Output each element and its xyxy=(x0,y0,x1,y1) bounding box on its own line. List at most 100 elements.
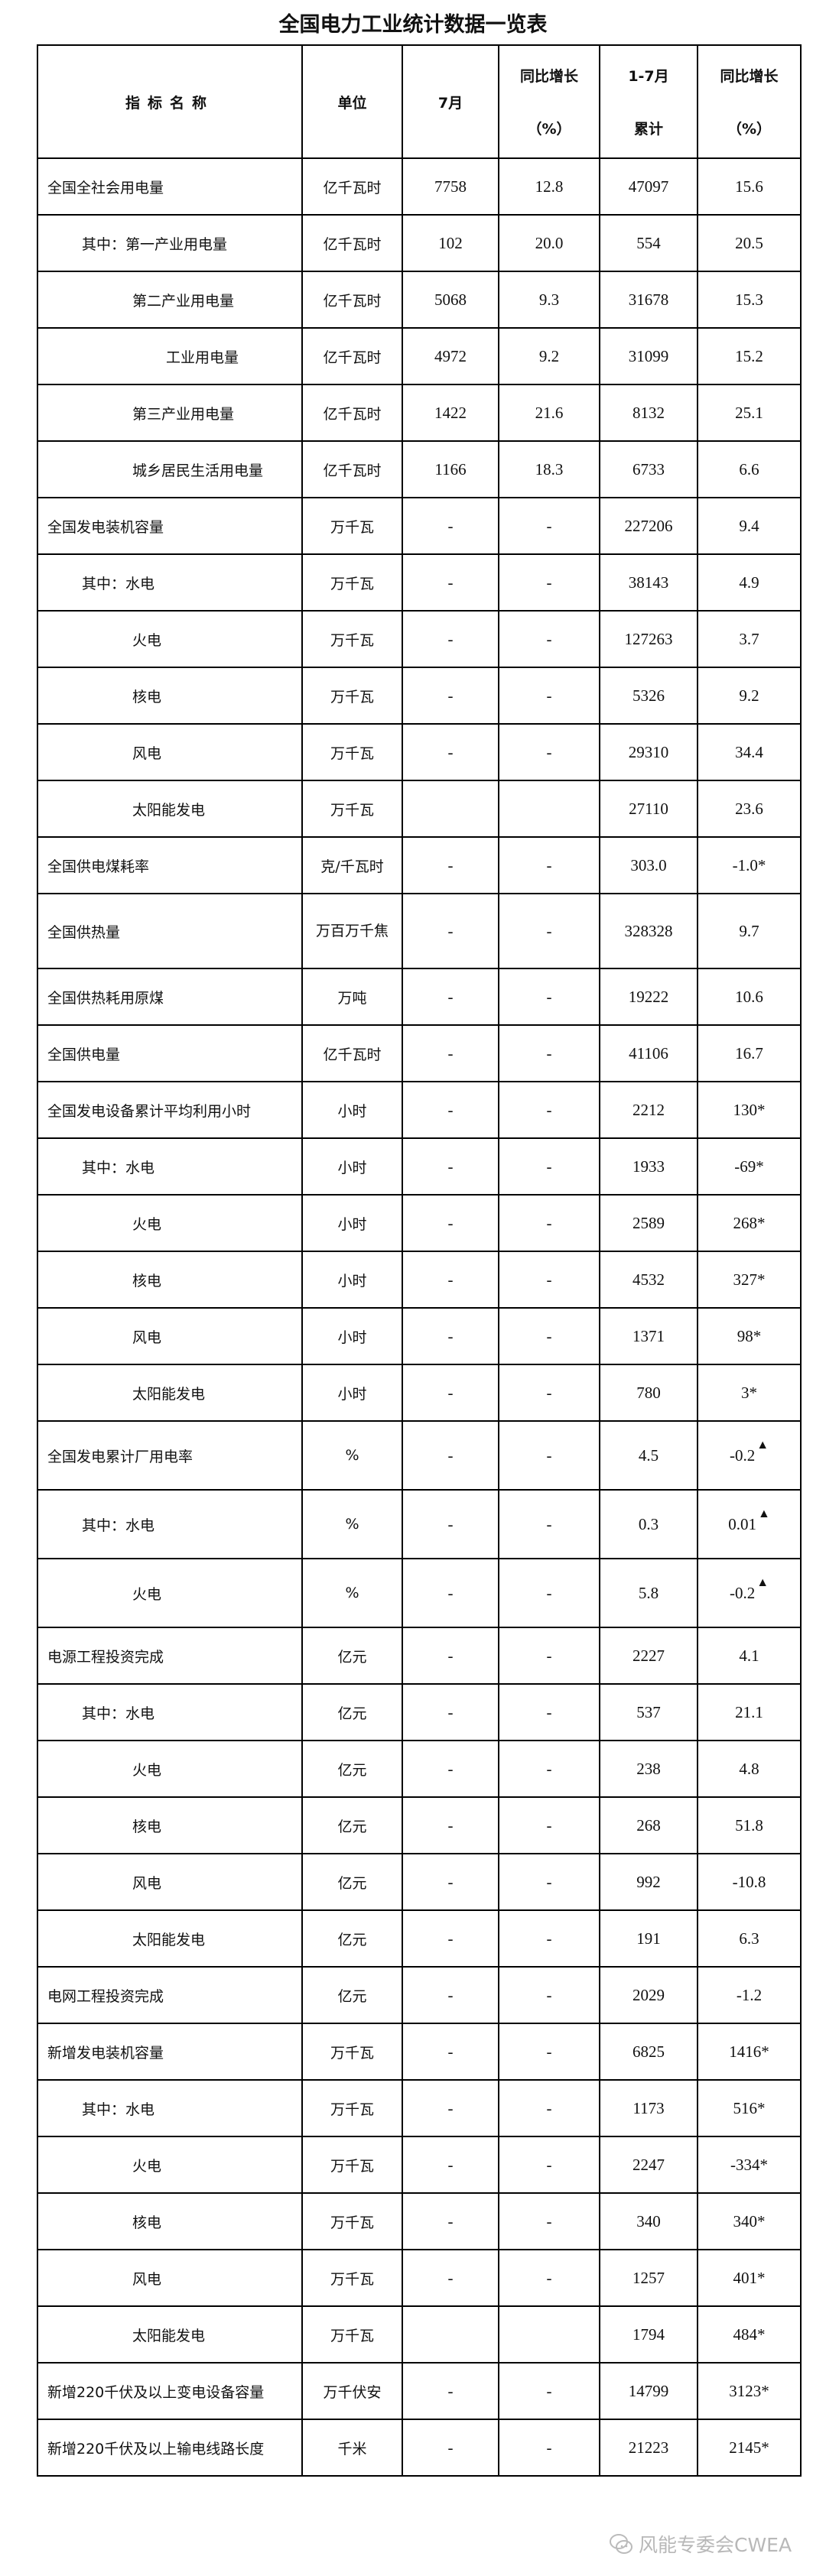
unit-label: 万千瓦 xyxy=(330,2157,374,2175)
cumulative-value: 0.3 xyxy=(599,1489,698,1559)
unit-cell: 小时 xyxy=(301,1307,403,1365)
cumulative-yoy-cell: 3123* xyxy=(697,2362,802,2420)
month-value: - xyxy=(402,2136,499,2194)
indicator-name: 全国供电量 xyxy=(37,1024,303,1082)
month-value: - xyxy=(402,1740,499,1798)
unit-cell: 万千瓦 xyxy=(301,497,403,555)
header-yoy-cumulative: 同比增长 （%） xyxy=(697,44,802,159)
unit-label: 万千瓦 xyxy=(330,575,374,592)
cumulative-yoy-cell: 25.1 xyxy=(697,384,802,442)
unit-label: 亿元 xyxy=(337,1987,367,2005)
month-yoy-value: - xyxy=(498,1558,600,1628)
table-row: 其中：水电 万千瓦 - -1173 516* xyxy=(37,2079,802,2137)
month-yoy-value: 12.8 xyxy=(498,157,600,216)
cumulative-yoy-value: 516* xyxy=(733,2098,766,2117)
watermark-text: 风能专委会CWEA xyxy=(639,2534,792,2556)
unit-cell: 小时 xyxy=(301,1137,403,1196)
month-yoy-value: - xyxy=(498,2362,600,2420)
cumulative-yoy-cell: 15.3 xyxy=(697,271,802,329)
unit-label: 亿千瓦时 xyxy=(323,292,382,310)
month-value: - xyxy=(402,2249,499,2307)
cumulative-yoy-value: 4.1 xyxy=(739,1646,759,1665)
cumulative-yoy-cell: 9.7 xyxy=(697,893,802,969)
cumulative-yoy-value: 23.6 xyxy=(735,799,763,818)
month-yoy-value: 20.0 xyxy=(498,214,600,272)
unit-cell: 万千瓦 xyxy=(301,2023,403,2081)
table-row: 其中：水电 亿元 - -537 21.1 xyxy=(37,1683,802,1741)
month-value: - xyxy=(402,1251,499,1309)
cumulative-value: 340 xyxy=(599,2192,698,2250)
indicator-name: 核电 xyxy=(37,667,303,725)
cumulative-yoy-cell: 15.2 xyxy=(697,327,802,385)
month-yoy-value: 9.3 xyxy=(498,271,600,329)
unit-cell: 小时 xyxy=(301,1364,403,1422)
unit-cell: 万千瓦 xyxy=(301,553,403,612)
cumulative-yoy-value: 130* xyxy=(733,1100,766,1119)
cumulative-yoy-cell: 340* xyxy=(697,2192,802,2250)
month-yoy-value: - xyxy=(498,2023,600,2081)
cumulative-yoy-cell: 268* xyxy=(697,1194,802,1252)
cumulative-yoy-value: 6.6 xyxy=(739,459,759,479)
table-row: 其中：水电% - -0.3 0.01▲ xyxy=(37,1489,802,1559)
cumulative-yoy-cell: 15.6 xyxy=(697,157,802,216)
unit-cell: 亿千瓦时 xyxy=(301,271,403,329)
cumulative-value: 2227 xyxy=(599,1627,698,1685)
table-row: 火电 万千瓦 - -2247 -334* xyxy=(37,2136,802,2194)
cumulative-yoy-value: -69* xyxy=(734,1157,764,1176)
unit-cell: 亿元 xyxy=(301,1627,403,1685)
cumulative-value: 5.8 xyxy=(599,1558,698,1628)
unit-cell: 亿元 xyxy=(301,1740,403,1798)
header-yoy-month-top: 同比增长 xyxy=(519,68,578,85)
header-yoy-cumulative-bottom: （%） xyxy=(727,121,772,138)
month-value: - xyxy=(402,836,499,894)
table-row: 工业用电量 亿千瓦时 4972 9.2 31099 15.2 xyxy=(37,327,802,385)
cumulative-yoy-cell: 4.8 xyxy=(697,1740,802,1798)
cumulative-yoy-value: 25.1 xyxy=(735,403,763,422)
month-value: - xyxy=(402,1420,499,1491)
month-value: 5068 xyxy=(402,271,499,329)
cumulative-value: 1794 xyxy=(599,2305,698,2363)
indicator-name: 全国供电煤耗率 xyxy=(37,836,303,894)
unit-label: 小时 xyxy=(337,1102,367,1120)
header-name: 指标名称 xyxy=(37,44,303,159)
month-yoy-value: - xyxy=(498,1853,600,1911)
table-row: 全国供电量 亿千瓦时 - -41106 16.7 xyxy=(37,1024,802,1082)
cumulative-value: 4.5 xyxy=(599,1420,698,1491)
month-yoy-value: - xyxy=(498,497,600,555)
indicator-name: 全国供热耗用原煤 xyxy=(37,968,303,1026)
indicator-name: 工业用电量 xyxy=(37,327,303,385)
cumulative-value: 2212 xyxy=(599,1081,698,1139)
indicator-name: 风电 xyxy=(37,1307,303,1365)
cumulative-yoy-cell: -0.2▲ xyxy=(697,1558,802,1628)
header-cumulative-bottom: 累计 xyxy=(633,121,663,138)
table-row: 全国发电设备累计平均利用小时 小时 - -2212 130* xyxy=(37,1081,802,1139)
unit-label: 万千瓦 xyxy=(330,2327,374,2344)
table-row: 全国全社会用电量 亿千瓦时 7758 12.8 47097 15.6 xyxy=(37,157,802,216)
cumulative-yoy-value: 9.2 xyxy=(739,686,759,705)
cumulative-yoy-value: 34.4 xyxy=(735,742,763,761)
table-row: 第三产业用电量 亿千瓦时 1422 21.6 8132 25.1 xyxy=(37,384,802,442)
month-value: - xyxy=(402,2079,499,2137)
cumulative-value: 31678 xyxy=(599,271,698,329)
month-yoy-value: 21.6 xyxy=(498,384,600,442)
cumulative-yoy-cell: 130* xyxy=(697,1081,802,1139)
month-yoy-value: - xyxy=(498,1420,600,1491)
month-yoy-value: - xyxy=(498,723,600,781)
month-value: - xyxy=(402,2023,499,2081)
month-value: - xyxy=(402,1194,499,1252)
cumulative-yoy-value: 51.8 xyxy=(735,1815,763,1835)
table-row: 核电 小时 - -4532 327* xyxy=(37,1251,802,1309)
cumulative-yoy-value: -10.8 xyxy=(732,1872,766,1891)
cumulative-value: 47097 xyxy=(599,157,698,216)
indicator-name: 城乡居民生活用电量 xyxy=(37,440,303,498)
header-name-label: 指标名称 xyxy=(125,94,214,112)
unit-cell: 万千瓦 xyxy=(301,780,403,838)
month-yoy-value: - xyxy=(498,1081,600,1139)
header-yoy-month-bottom: （%） xyxy=(527,121,571,138)
unit-label: 亿元 xyxy=(337,1648,367,1666)
header-cumulative: 1-7月 累计 xyxy=(599,44,698,159)
unit-label: 万千瓦 xyxy=(330,2044,374,2062)
month-value: - xyxy=(402,1683,499,1741)
unit-label: 万千瓦 xyxy=(330,2214,374,2231)
triangle-marker-icon: ▲ xyxy=(756,1438,769,1452)
